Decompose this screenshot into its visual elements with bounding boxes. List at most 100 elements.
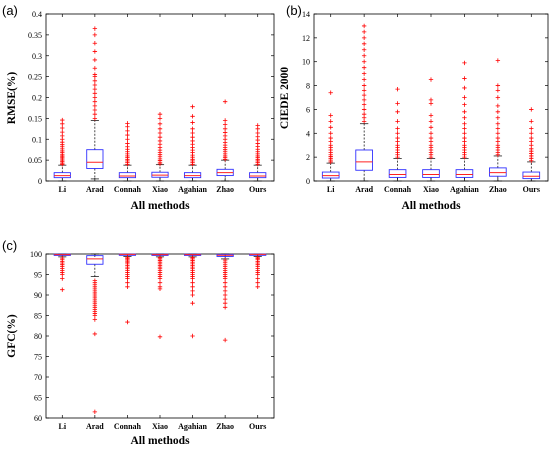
outlier-marker bbox=[495, 135, 501, 141]
outlier-marker bbox=[255, 280, 260, 285]
outlier-marker bbox=[395, 135, 400, 141]
outlier-marker bbox=[92, 317, 98, 322]
outlier-marker bbox=[462, 102, 467, 107]
outlier-marker bbox=[190, 280, 195, 285]
outlier-marker bbox=[529, 119, 534, 124]
outlier-marker bbox=[462, 60, 467, 66]
y-tick-label: 0.25 bbox=[28, 73, 42, 82]
category-label: Agahian bbox=[178, 422, 207, 431]
outlier-marker bbox=[157, 138, 163, 144]
outlier-marker bbox=[157, 130, 163, 136]
box-xiao bbox=[422, 77, 440, 182]
outlier-marker bbox=[125, 280, 130, 285]
category-label: Xiao bbox=[152, 185, 168, 194]
outlier-marker bbox=[495, 121, 501, 126]
outlier-marker bbox=[462, 135, 467, 141]
outlier-marker bbox=[222, 276, 228, 281]
outlier-marker bbox=[60, 133, 65, 139]
outlier-marker bbox=[361, 112, 367, 117]
outlier-marker bbox=[462, 109, 467, 115]
outlier-marker bbox=[495, 131, 501, 136]
outlier-marker bbox=[92, 78, 98, 83]
outlier-marker bbox=[428, 131, 434, 136]
y-tick-label: 65 bbox=[34, 394, 42, 403]
box-ours bbox=[249, 123, 267, 182]
box-body bbox=[321, 171, 340, 179]
x-axis-title: All methods bbox=[130, 200, 190, 212]
outlier-marker bbox=[495, 95, 501, 100]
outlier-marker bbox=[190, 114, 195, 119]
category-label: Ours bbox=[249, 422, 266, 431]
outlier-marker bbox=[361, 29, 367, 35]
y-tick-label: 14 bbox=[302, 10, 310, 19]
outlier-marker bbox=[222, 292, 228, 298]
outlier-marker bbox=[125, 137, 130, 142]
category-label: Connah bbox=[384, 185, 412, 194]
box-arad bbox=[86, 26, 104, 180]
outlier-marker bbox=[222, 284, 228, 289]
category-label: Xiao bbox=[423, 185, 439, 194]
outlier-marker bbox=[328, 113, 333, 118]
outlier-marker bbox=[395, 86, 400, 92]
x-axis-title: All methods bbox=[401, 200, 461, 212]
outlier-marker bbox=[361, 53, 367, 58]
outlier-marker bbox=[92, 86, 98, 92]
box-xiao bbox=[151, 112, 169, 182]
category-label: Agahian bbox=[450, 185, 479, 194]
outlier-marker bbox=[92, 107, 98, 113]
outlier-marker bbox=[92, 32, 98, 38]
outlier-marker bbox=[361, 83, 367, 88]
outlier-marker bbox=[222, 305, 228, 310]
outlier-marker bbox=[125, 128, 130, 134]
outlier-marker bbox=[157, 286, 163, 292]
outlier-marker bbox=[190, 301, 195, 306]
y-axis-title: RMSE(%) bbox=[6, 72, 18, 125]
y-tick-label: 0.3 bbox=[32, 52, 42, 61]
category-label: Connah bbox=[114, 422, 142, 431]
box-arad bbox=[355, 23, 373, 182]
outlier-marker bbox=[361, 102, 367, 107]
outlier-marker bbox=[92, 57, 98, 63]
box-body bbox=[249, 172, 267, 179]
outlier-marker bbox=[60, 272, 65, 277]
outlier-marker bbox=[190, 126, 195, 132]
outlier-marker bbox=[157, 116, 163, 121]
box-zhao bbox=[489, 58, 507, 182]
box-body bbox=[86, 149, 104, 169]
box-body bbox=[118, 172, 137, 179]
outlier-marker bbox=[255, 134, 260, 139]
outlier-marker bbox=[529, 131, 534, 136]
outlier-marker bbox=[255, 272, 260, 277]
outlier-marker bbox=[529, 107, 534, 112]
box-ours bbox=[249, 253, 267, 289]
outlier-marker bbox=[190, 288, 195, 294]
outlier-marker bbox=[157, 126, 163, 132]
outlier-marker bbox=[125, 141, 130, 146]
outlier-marker bbox=[495, 126, 501, 131]
box-body bbox=[489, 167, 507, 177]
panel-c-gfc: (c) 60 65 70 75 80 85 90 95 100 Li Arad Connah Xiao Ag… bbox=[2, 238, 275, 447]
outlier-marker bbox=[222, 280, 228, 285]
outlier-marker bbox=[529, 135, 534, 141]
outlier-marker bbox=[361, 23, 367, 29]
outlier-marker bbox=[92, 66, 98, 71]
outlier-marker bbox=[255, 123, 260, 128]
category-label: Xiao bbox=[152, 422, 168, 431]
box-zhao bbox=[216, 99, 234, 182]
y-tick-label: 0.35 bbox=[28, 31, 42, 40]
panel-label: (b) bbox=[286, 3, 302, 18]
box-agahian bbox=[183, 104, 202, 182]
outlier-marker bbox=[361, 97, 367, 103]
y-tick-label: 4 bbox=[306, 129, 310, 138]
box-ours bbox=[522, 107, 541, 182]
y-tick-label: 0 bbox=[306, 177, 310, 186]
box-arad bbox=[86, 253, 104, 415]
category-label: Arad bbox=[86, 185, 104, 194]
outlier-marker bbox=[157, 112, 163, 117]
outlier-marker bbox=[125, 132, 130, 138]
y-tick-label: 2 bbox=[306, 153, 310, 162]
outlier-marker bbox=[495, 115, 501, 120]
outlier-marker bbox=[255, 276, 260, 281]
outlier-marker bbox=[428, 77, 434, 82]
outlier-marker bbox=[190, 104, 195, 109]
